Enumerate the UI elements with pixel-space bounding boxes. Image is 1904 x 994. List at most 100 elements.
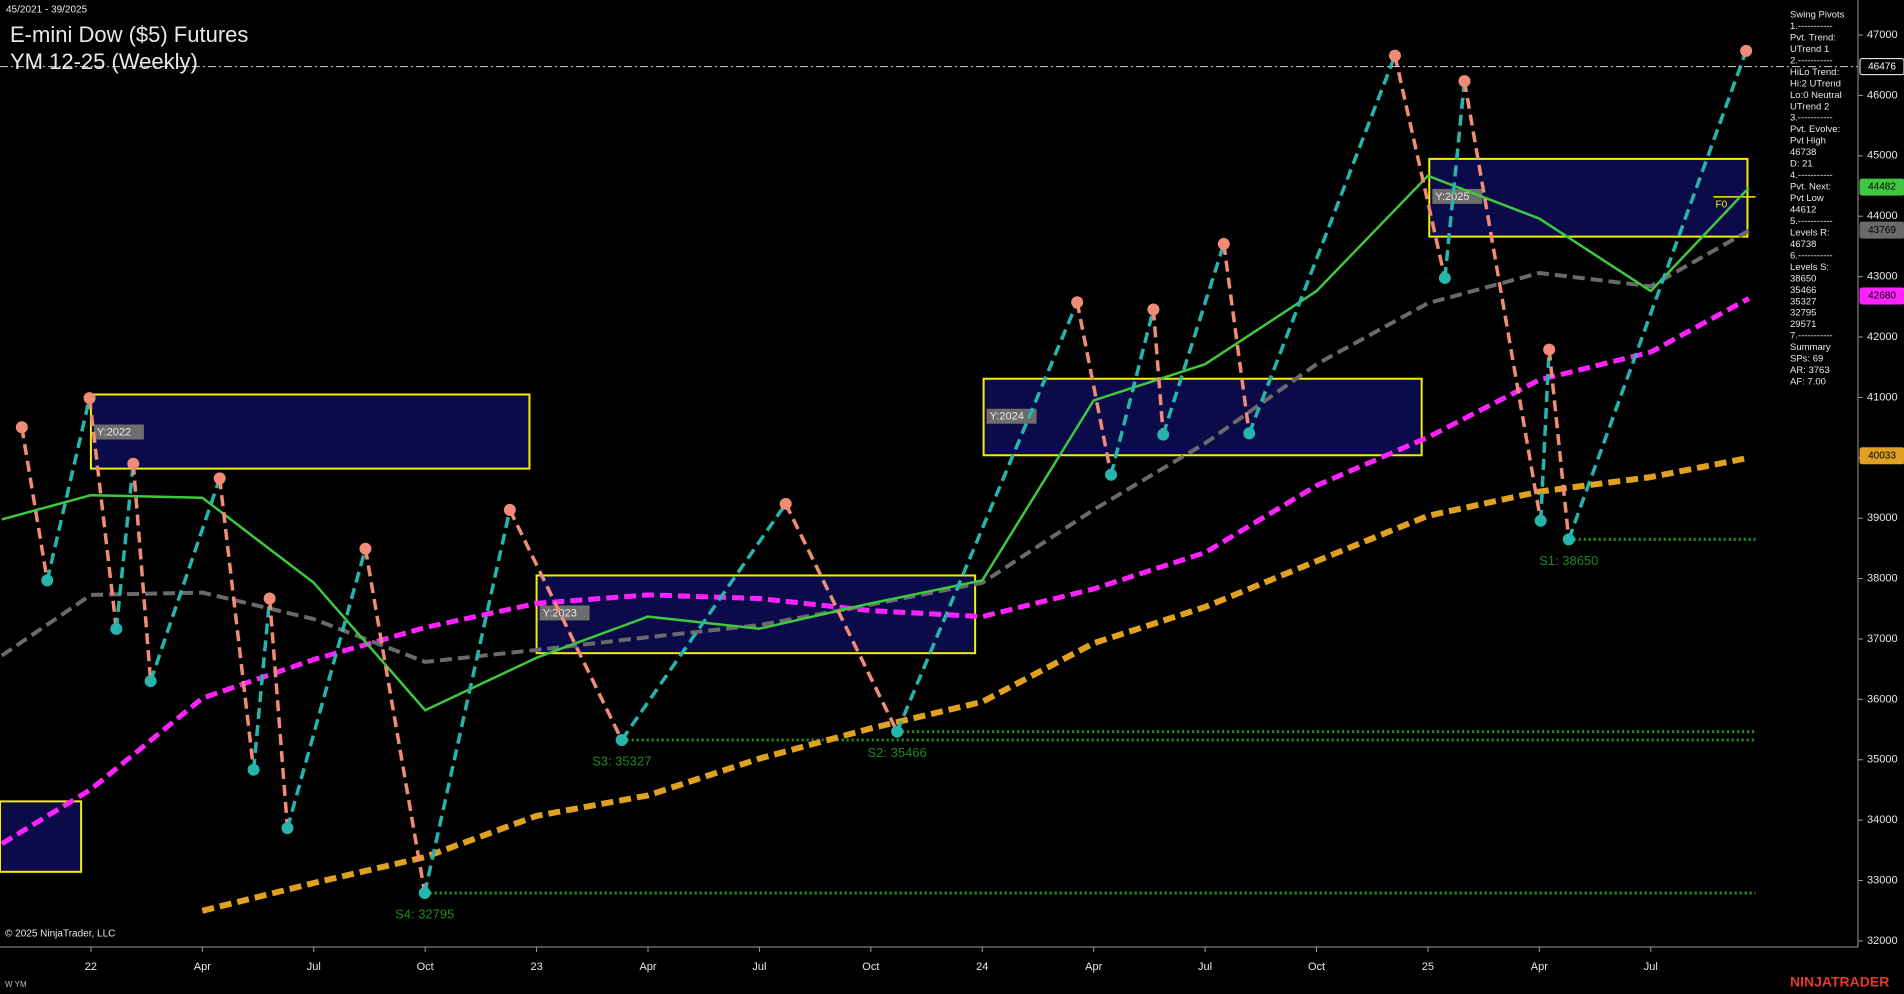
x-tick-label: Jul xyxy=(1644,961,1658,973)
box-label: Y:2023 xyxy=(543,607,577,619)
support-label: S1: 38650 xyxy=(1539,553,1598,568)
info-line: AF: 7.00 xyxy=(1790,377,1826,388)
price-marker xyxy=(1859,221,1904,239)
swing-leg xyxy=(1075,301,1113,476)
box-note: F0 xyxy=(1715,200,1727,211)
pivot-low xyxy=(1243,427,1256,440)
box-label: Y:2025 xyxy=(1435,191,1469,203)
info-line: D: 21 xyxy=(1790,159,1813,170)
info-line: Pvt. Trend: xyxy=(1790,32,1836,43)
info-line: UTrend 2 xyxy=(1790,101,1829,112)
info-line: 7.----------- xyxy=(1790,331,1833,342)
y-tick-label: 39000 xyxy=(1867,512,1898,524)
pivot-high xyxy=(1543,343,1556,356)
price-marker-label: 40033 xyxy=(1868,450,1896,461)
swing-leg xyxy=(20,427,49,581)
price-marker-label: 46476 xyxy=(1868,61,1896,72)
date-range: 45/2021 - 39/2025 xyxy=(6,5,88,16)
y-tick-label: 46000 xyxy=(1867,89,1898,101)
pivot-low xyxy=(281,822,294,835)
pivot-low xyxy=(247,763,260,776)
pivot-low xyxy=(891,725,904,738)
pivot-low xyxy=(418,886,431,899)
info-line: 3.----------- xyxy=(1790,113,1833,124)
pivot-high xyxy=(127,457,140,470)
info-line: Levels R: xyxy=(1790,227,1830,238)
x-tick-label: Jul xyxy=(752,961,766,973)
y-tick-label: 38000 xyxy=(1867,572,1898,584)
info-line: 46738 xyxy=(1790,147,1816,158)
x-tick-label: Apr xyxy=(1531,961,1548,973)
info-line: 35466 xyxy=(1790,285,1816,296)
y-tick-label: 34000 xyxy=(1867,814,1898,826)
x-tick-label: Jul xyxy=(307,961,321,973)
swing-leg xyxy=(251,598,272,770)
y-tick-label: 37000 xyxy=(1867,633,1898,645)
pivot-high xyxy=(359,542,372,555)
info-line: HiLo Trend: xyxy=(1790,67,1839,78)
y-tick-label: 47000 xyxy=(1867,29,1898,41)
pivot-low xyxy=(144,675,157,688)
y-tick-label: 43000 xyxy=(1867,271,1898,283)
info-line: Pvt High xyxy=(1790,136,1826,147)
info-line: 44612 xyxy=(1790,205,1816,216)
box-label-bg xyxy=(986,408,1037,424)
x-tick-label: Apr xyxy=(194,961,211,973)
pivot-high xyxy=(1071,296,1084,309)
info-line: 2.----------- xyxy=(1790,55,1833,66)
info-line: Hi:2 UTrend xyxy=(1790,78,1841,89)
swing-leg xyxy=(1109,309,1156,476)
y-tick-label: 32000 xyxy=(1867,935,1898,947)
copyright: © 2025 NinjaTrader, LLC xyxy=(5,929,115,940)
pivot-high xyxy=(1217,237,1230,250)
price-marker-label: 43769 xyxy=(1868,225,1896,236)
info-line: Pvt. Next: xyxy=(1790,182,1831,193)
brand: NINJATRADER xyxy=(1790,974,1889,990)
x-tick-label: 24 xyxy=(976,961,988,973)
moving-average xyxy=(201,454,1750,914)
price-marker xyxy=(1859,447,1904,465)
pivot-high xyxy=(83,392,96,405)
info-line: AR: 3763 xyxy=(1790,365,1830,376)
x-tick-label: Apr xyxy=(639,961,656,973)
info-line: 1.----------- xyxy=(1790,21,1833,32)
info-line: 35327 xyxy=(1790,296,1816,307)
swing-leg xyxy=(423,509,512,894)
y-tick-label: 35000 xyxy=(1867,754,1898,766)
pivot-low xyxy=(1562,533,1575,546)
box-label: Y:2022 xyxy=(97,426,131,438)
pivot-low xyxy=(615,734,628,747)
swing-leg xyxy=(114,463,135,630)
swing-leg xyxy=(1151,309,1165,435)
price-marker xyxy=(1859,287,1904,305)
info-line: SPs: 69 xyxy=(1790,354,1823,365)
info-line: Lo:0 Neutral xyxy=(1790,90,1842,101)
pivot-high xyxy=(1740,44,1753,57)
info-line: 6.----------- xyxy=(1790,250,1833,261)
support-label: S2: 35466 xyxy=(867,745,926,760)
chart-title: E-mini Dow ($5) Futures xyxy=(10,22,248,47)
info-line: 38650 xyxy=(1790,273,1816,284)
swing-leg xyxy=(267,598,290,829)
instrument-tag: W YM xyxy=(5,980,27,989)
pivot-high xyxy=(263,592,276,605)
pivot-low xyxy=(1105,468,1118,481)
moving-average xyxy=(1,174,1750,712)
pivot-high xyxy=(15,421,28,434)
swing-leg xyxy=(1462,80,1543,522)
y-tick-label: 33000 xyxy=(1867,874,1898,886)
x-tick-label: 22 xyxy=(85,961,97,973)
pivot-high xyxy=(1147,303,1160,316)
swing-leg xyxy=(363,548,427,894)
info-line: Summary xyxy=(1790,342,1831,353)
x-tick-label: Oct xyxy=(862,961,879,973)
price-marker-label: 44482 xyxy=(1868,182,1896,193)
pivot-high xyxy=(1458,75,1471,88)
swing-leg xyxy=(1547,349,1571,540)
info-line: Levels S: xyxy=(1790,262,1829,273)
pivot-high xyxy=(503,503,516,516)
y-tick-label: 44000 xyxy=(1867,210,1898,222)
x-tick-label: Jul xyxy=(1198,961,1212,973)
x-tick-label: 25 xyxy=(1422,961,1434,973)
